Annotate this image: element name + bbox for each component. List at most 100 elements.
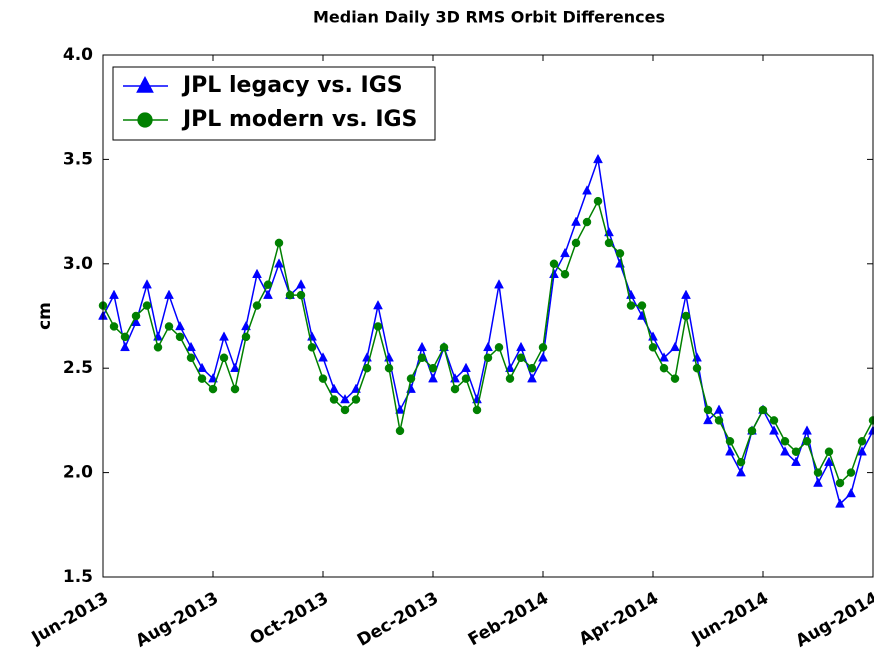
data-point (572, 217, 581, 226)
x-tick-label: Jun-2013 (28, 588, 112, 648)
data-point (649, 343, 657, 351)
data-point (363, 364, 371, 372)
x-tick-label: Oct-2013 (247, 588, 332, 649)
data-point (682, 312, 690, 320)
x-tick-label: Aug-2013 (132, 588, 222, 651)
data-point (242, 333, 250, 341)
data-point (473, 406, 481, 414)
data-point (737, 468, 746, 477)
data-point (352, 396, 360, 404)
data-point (484, 342, 493, 351)
data-point (154, 343, 162, 351)
data-point (550, 260, 558, 268)
data-point (528, 364, 536, 372)
data-point (275, 239, 283, 247)
data-point (814, 478, 823, 487)
data-point (297, 280, 306, 289)
legend-label: JPL legacy vs. IGS (181, 73, 403, 98)
data-point (748, 427, 756, 435)
data-point (231, 385, 239, 393)
y-tick-label: 2.0 (63, 463, 93, 483)
data-point (627, 302, 635, 310)
data-point (440, 343, 448, 351)
data-point (418, 342, 427, 351)
data-point (715, 405, 724, 414)
data-point (374, 301, 383, 310)
data-point (121, 333, 129, 341)
data-point (715, 416, 723, 424)
x-tick-label: Jun-2014 (688, 588, 773, 648)
legend: JPL legacy vs. IGS JPL modern vs. IGS (113, 67, 435, 140)
data-point (121, 342, 130, 351)
data-point (451, 385, 459, 393)
data-point (462, 375, 470, 383)
data-point (836, 479, 844, 487)
data-point (616, 249, 624, 257)
data-point (176, 333, 184, 341)
data-point (264, 281, 272, 289)
data-point (517, 342, 526, 351)
data-point (847, 469, 855, 477)
data-point (605, 239, 613, 247)
data-point (671, 342, 680, 351)
data-point (781, 437, 789, 445)
y-tick-label: 1.5 (63, 567, 93, 587)
legend-marker (138, 113, 152, 127)
data-point (176, 321, 185, 330)
x-tick-label: Apr-2014 (576, 588, 662, 649)
data-point (792, 448, 800, 456)
data-point (583, 218, 591, 226)
data-point (759, 406, 767, 414)
data-point (770, 416, 778, 424)
data-point (407, 375, 415, 383)
data-point (418, 354, 426, 362)
data-point (231, 363, 240, 372)
data-point (462, 363, 471, 372)
data-point (825, 448, 833, 456)
data-point (594, 154, 603, 163)
data-point (671, 375, 679, 383)
legend-label: JPL modern vs. IGS (181, 107, 417, 132)
data-point (220, 354, 228, 362)
data-point (396, 427, 404, 435)
x-tick-label: Aug-2014 (792, 588, 874, 651)
data-point (550, 269, 559, 278)
data-point (803, 437, 811, 445)
data-point (429, 374, 438, 383)
data-point (506, 375, 514, 383)
data-point (682, 290, 691, 299)
data-point (429, 364, 437, 372)
data-point (847, 488, 856, 497)
data-point (165, 290, 174, 299)
x-tick-label: Feb-2014 (465, 588, 552, 650)
data-point (220, 332, 229, 341)
data-point (253, 302, 261, 310)
data-point (297, 291, 305, 299)
data-point (209, 385, 217, 393)
y-tick-label: 3.0 (63, 254, 93, 274)
data-point (385, 364, 393, 372)
data-point (198, 375, 206, 383)
data-point (737, 458, 745, 466)
data-point (165, 322, 173, 330)
data-point (341, 406, 349, 414)
y-axis-label: cm (35, 302, 55, 330)
data-point (319, 375, 327, 383)
data-point (253, 269, 262, 278)
data-point (330, 396, 338, 404)
data-point (187, 354, 195, 362)
data-point (561, 248, 570, 256)
data-point (583, 186, 592, 195)
data-point (704, 406, 712, 414)
data-point (187, 342, 196, 351)
data-point (319, 353, 328, 362)
data-point (110, 290, 119, 299)
data-point (660, 364, 668, 372)
data-point (528, 374, 537, 383)
y-tick-label: 4.0 (63, 45, 93, 65)
data-point (374, 322, 382, 330)
data-point (308, 343, 316, 351)
data-point (638, 302, 646, 310)
data-point (143, 302, 151, 310)
